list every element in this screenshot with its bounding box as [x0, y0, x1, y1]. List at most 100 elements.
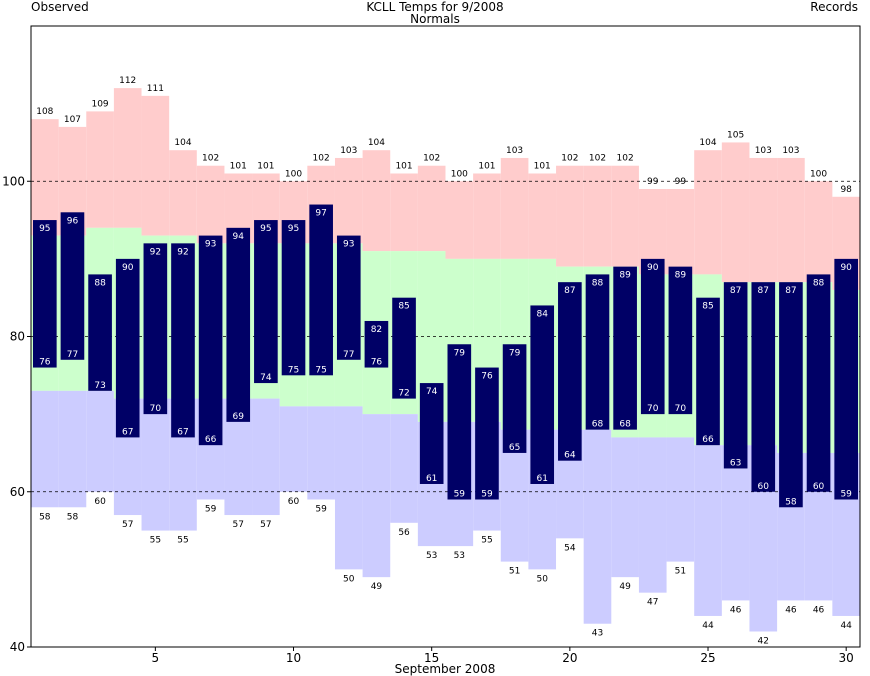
- record-high-band: [749, 157, 778, 283]
- observed-high-label: 92: [177, 247, 188, 257]
- record-high-label: 103: [782, 146, 799, 156]
- record-high-label: 101: [534, 161, 551, 171]
- record-high-band: [445, 181, 474, 259]
- record-high-label: 99: [647, 177, 659, 187]
- observed-low-label: 61: [536, 474, 547, 484]
- observed-low-label: 70: [675, 404, 687, 414]
- record-low-band: [583, 429, 612, 624]
- record-low-band: [390, 414, 418, 523]
- observed-high-label: 89: [619, 271, 631, 281]
- observed-bar: [806, 274, 831, 492]
- observed-bar: [696, 297, 720, 446]
- observed-high-label: 88: [813, 278, 825, 288]
- record-low-band: [334, 406, 363, 570]
- observed-bar: [834, 258, 858, 500]
- record-high-label: 112: [119, 76, 136, 86]
- record-low-band: [721, 445, 750, 601]
- x-tick-label: 15: [424, 651, 439, 665]
- x-tick-label: 25: [700, 651, 715, 665]
- observed-bar: [640, 258, 665, 415]
- record-low-label: 60: [94, 497, 106, 507]
- observed-low-label: 76: [39, 358, 51, 368]
- legend-records: Records: [810, 0, 858, 14]
- record-high-band: [196, 165, 225, 244]
- observed-bar: [558, 282, 582, 461]
- observed-low-label: 75: [315, 365, 326, 375]
- record-low-band: [362, 414, 391, 578]
- record-low-band: [611, 437, 639, 578]
- record-low-label: 55: [177, 536, 188, 546]
- observed-low-label: 77: [67, 350, 78, 360]
- record-low-band: [694, 445, 722, 616]
- observed-high-label: 85: [398, 302, 409, 312]
- record-low-label: 46: [785, 605, 797, 615]
- observed-low-label: 63: [730, 458, 741, 468]
- observed-high-label: 97: [315, 209, 326, 219]
- observed-high-label: 85: [702, 302, 713, 312]
- x-tick-label: 30: [839, 651, 854, 665]
- record-low-label: 57: [260, 520, 271, 530]
- observed-low-label: 70: [150, 404, 162, 414]
- observed-high-label: 93: [343, 240, 354, 250]
- observed-bar: [723, 282, 748, 469]
- record-high-band: [417, 165, 446, 252]
- record-low-label: 51: [509, 567, 520, 577]
- observed-low-label: 73: [94, 381, 105, 391]
- observed-bar: [309, 204, 333, 376]
- record-high-label: 103: [340, 146, 357, 156]
- observed-low-label: 75: [288, 365, 299, 375]
- observed-bar: [779, 282, 803, 508]
- observed-low-label: 61: [426, 474, 437, 484]
- observed-low-label: 76: [371, 358, 383, 368]
- record-high-band: [390, 173, 418, 252]
- record-high-label: 103: [506, 146, 523, 156]
- chart-title: KCLL Temps for 9/2008: [366, 0, 504, 14]
- observed-high-label: 87: [758, 286, 769, 296]
- record-high-band: [473, 173, 501, 259]
- record-high-band: [666, 189, 695, 275]
- y-tick-label: 40: [10, 640, 25, 654]
- record-low-label: 60: [288, 497, 300, 507]
- record-low-label: 55: [150, 536, 161, 546]
- observed-high-label: 76: [481, 372, 493, 382]
- record-high-band: [777, 157, 805, 283]
- observed-bar: [254, 220, 278, 384]
- record-high-label: 102: [561, 154, 578, 164]
- record-high-band: [804, 181, 833, 283]
- x-tick-label: 5: [152, 651, 160, 665]
- observed-bar: [171, 243, 195, 438]
- record-high-band: [556, 165, 584, 267]
- record-high-band: [694, 150, 722, 275]
- record-high-band: [362, 150, 391, 252]
- observed-bar: [336, 235, 361, 360]
- record-low-label: 56: [398, 528, 410, 538]
- record-low-band: [86, 390, 114, 492]
- record-high-band: [31, 119, 59, 236]
- record-low-label: 50: [536, 574, 548, 584]
- observed-bar: [751, 282, 776, 492]
- observed-low-label: 68: [619, 420, 631, 430]
- record-low-label: 46: [730, 605, 742, 615]
- record-low-band: [279, 406, 308, 492]
- observed-bar: [115, 258, 140, 438]
- record-low-label: 58: [67, 512, 79, 522]
- observed-low-label: 59: [481, 490, 493, 500]
- record-low-band: [638, 437, 667, 593]
- record-high-label: 102: [313, 154, 330, 164]
- record-low-band: [31, 390, 59, 508]
- record-high-label: 99: [675, 177, 687, 187]
- observed-bar: [281, 220, 306, 376]
- observed-low-label: 66: [205, 435, 217, 445]
- observed-low-label: 58: [785, 497, 797, 507]
- observed-high-label: 88: [592, 278, 604, 288]
- record-low-label: 50: [343, 574, 355, 584]
- record-low-label: 55: [481, 536, 492, 546]
- y-tick-label: 100: [2, 174, 25, 188]
- record-low-label: 57: [122, 520, 133, 530]
- record-low-label: 46: [813, 605, 825, 615]
- record-high-label: 101: [395, 161, 412, 171]
- record-low-label: 59: [315, 505, 327, 515]
- observed-low-label: 60: [813, 482, 825, 492]
- record-high-label: 102: [423, 154, 440, 164]
